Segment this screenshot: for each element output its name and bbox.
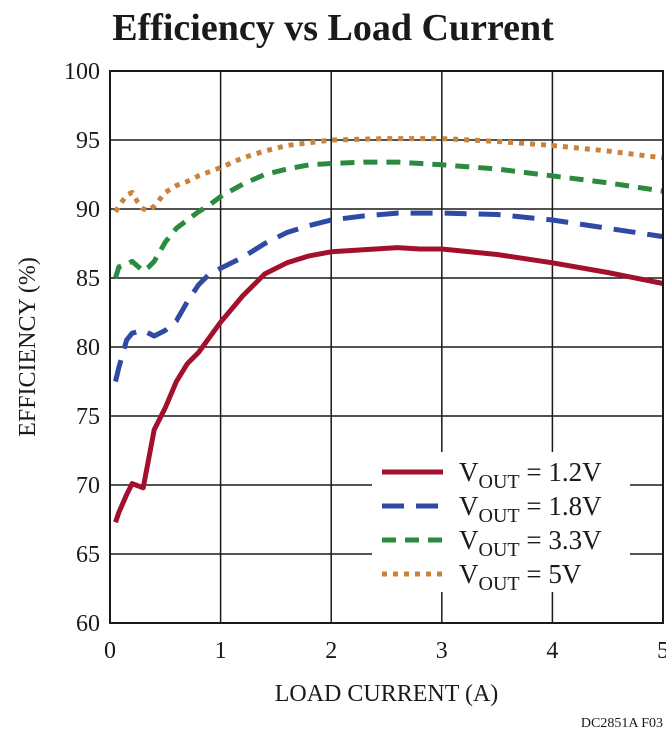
legend-background: [372, 452, 630, 592]
series-line: [113, 159, 664, 279]
legend-label: VOUT = 1.2V: [459, 457, 602, 493]
y-tick-label: 65: [76, 542, 100, 568]
plot-frame: [109, 70, 664, 624]
y-tick-label: 85: [76, 266, 100, 292]
x-tick-label: 4: [546, 638, 558, 664]
x-tick-label: 5: [657, 638, 666, 664]
y-tick-label: 80: [76, 335, 100, 361]
chart-title: Efficiency vs Load Current: [112, 7, 554, 49]
y-tick-label: 70: [76, 473, 100, 499]
x-tick-label: 2: [325, 638, 337, 664]
tick-labels: 0 1 2 3 4 5 60 65 70 75 80 85 90 95 100: [64, 59, 666, 664]
legend-label: VOUT = 1.8V: [459, 491, 602, 527]
series-line: [113, 210, 664, 383]
y-tick-label: 100: [64, 59, 100, 85]
x-tick-label: 1: [215, 638, 227, 664]
x-tick-label: 3: [436, 638, 448, 664]
y-tick-label: 60: [76, 611, 100, 637]
legend-label: VOUT = 3.3V: [459, 525, 602, 561]
legend-label: VOUT = 5V: [459, 559, 582, 595]
y-tick-label: 90: [76, 197, 100, 223]
x-tick-label: 0: [104, 638, 116, 664]
series-line: [113, 245, 664, 524]
figure-id-footnote: DC2851A F03: [581, 716, 663, 731]
y-tick-label: 95: [76, 128, 100, 154]
y-tick-label: 75: [76, 404, 100, 430]
x-axis-title: LOAD CURRENT (A): [275, 681, 499, 707]
series-line: [113, 136, 664, 214]
y-axis-title: EFFICIENCY (%): [15, 257, 41, 437]
series-lines: [113, 136, 664, 524]
